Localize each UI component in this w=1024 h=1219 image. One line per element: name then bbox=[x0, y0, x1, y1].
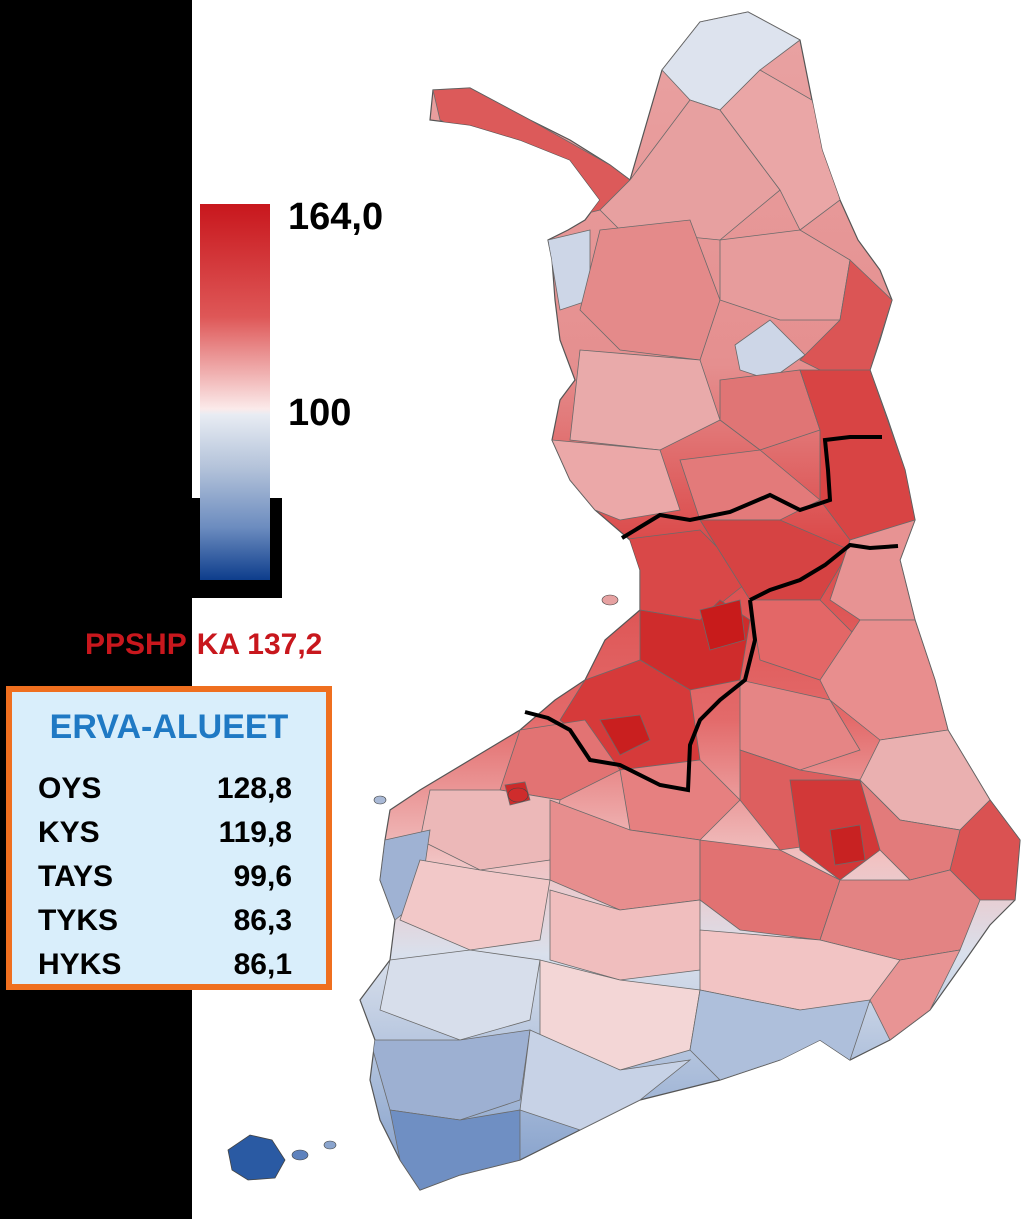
ppshp-value: KA 137,2 bbox=[196, 628, 323, 661]
municipality-hotspot-2 bbox=[599, 714, 651, 756]
island-4 bbox=[601, 594, 619, 606]
erva-row: TAYS 99,6 bbox=[38, 860, 292, 904]
municipality-lapland-sw bbox=[551, 439, 681, 521]
island-5 bbox=[507, 787, 529, 803]
municipality-hotspot-4 bbox=[829, 824, 866, 866]
municipality-east-blue bbox=[734, 319, 806, 381]
erva-row-value: 86,1 bbox=[233, 948, 292, 981]
municipality-kemijarvi bbox=[719, 369, 821, 451]
island-2 bbox=[323, 1140, 337, 1150]
municipality-south-1 bbox=[379, 949, 541, 1041]
erva-row-name: HYKS bbox=[38, 948, 122, 981]
legend-min-label: 55,5 bbox=[288, 546, 362, 588]
municipality-lapland-center bbox=[599, 99, 781, 241]
legend-mid-label: 100 bbox=[288, 392, 352, 434]
legend-max-label: 164,0 bbox=[288, 196, 384, 238]
erva-regions-box: ERVA-ALUEET OYS 128,8 KYS 119,8 TAYS 99,… bbox=[6, 686, 332, 990]
erva-row-name: OYS bbox=[38, 772, 102, 805]
erva-row: OYS 128,8 bbox=[38, 772, 292, 816]
erva-row: TYKS 86,3 bbox=[38, 904, 292, 948]
erva-boundary-1 bbox=[620, 435, 882, 540]
municipality-oulu-2 bbox=[699, 519, 851, 601]
erva-row-value: 119,8 bbox=[218, 816, 292, 849]
erva-boundary-2 bbox=[749, 542, 899, 602]
municipality-central-1 bbox=[499, 719, 621, 801]
municipality-lapland-east bbox=[719, 69, 841, 231]
erva-row-name: TYKS bbox=[38, 904, 119, 937]
erva-row-name: KYS bbox=[38, 816, 100, 849]
aland-islands bbox=[227, 1134, 286, 1181]
municipality-west-1 bbox=[399, 859, 551, 951]
erva-row-value: 99,6 bbox=[233, 860, 292, 893]
erva-rows: OYS 128,8 KYS 119,8 TAYS 99,6 TYKS 86,3 … bbox=[38, 772, 292, 992]
color-scale-bar bbox=[200, 204, 270, 580]
erva-row-name: TAYS bbox=[38, 860, 114, 893]
left-black-panel bbox=[0, 0, 192, 1219]
erva-row: HYKS 86,1 bbox=[38, 948, 292, 992]
municipality-east-3 bbox=[869, 949, 961, 1041]
municipality-lapland-west bbox=[432, 87, 631, 221]
ppshp-average-label: PPSHP KA 137,2 bbox=[85, 628, 332, 662]
island-1 bbox=[291, 1149, 309, 1161]
municipality-hotspot-1 bbox=[699, 599, 746, 651]
municipality-kainuu-2 bbox=[739, 679, 861, 771]
ppshp-region-name: PPSHP bbox=[85, 628, 187, 661]
municipality-southwest-2 bbox=[389, 1109, 521, 1190]
erva-row: KYS 119,8 bbox=[38, 816, 292, 860]
island-3 bbox=[373, 795, 387, 805]
municipality-rovaniemi bbox=[569, 349, 721, 451]
erva-title: ERVA-ALUEET bbox=[49, 708, 289, 746]
erva-row-value: 86,3 bbox=[233, 904, 292, 937]
erva-boundary-3 bbox=[524, 599, 758, 793]
erva-row-value: 128,8 bbox=[216, 772, 292, 805]
